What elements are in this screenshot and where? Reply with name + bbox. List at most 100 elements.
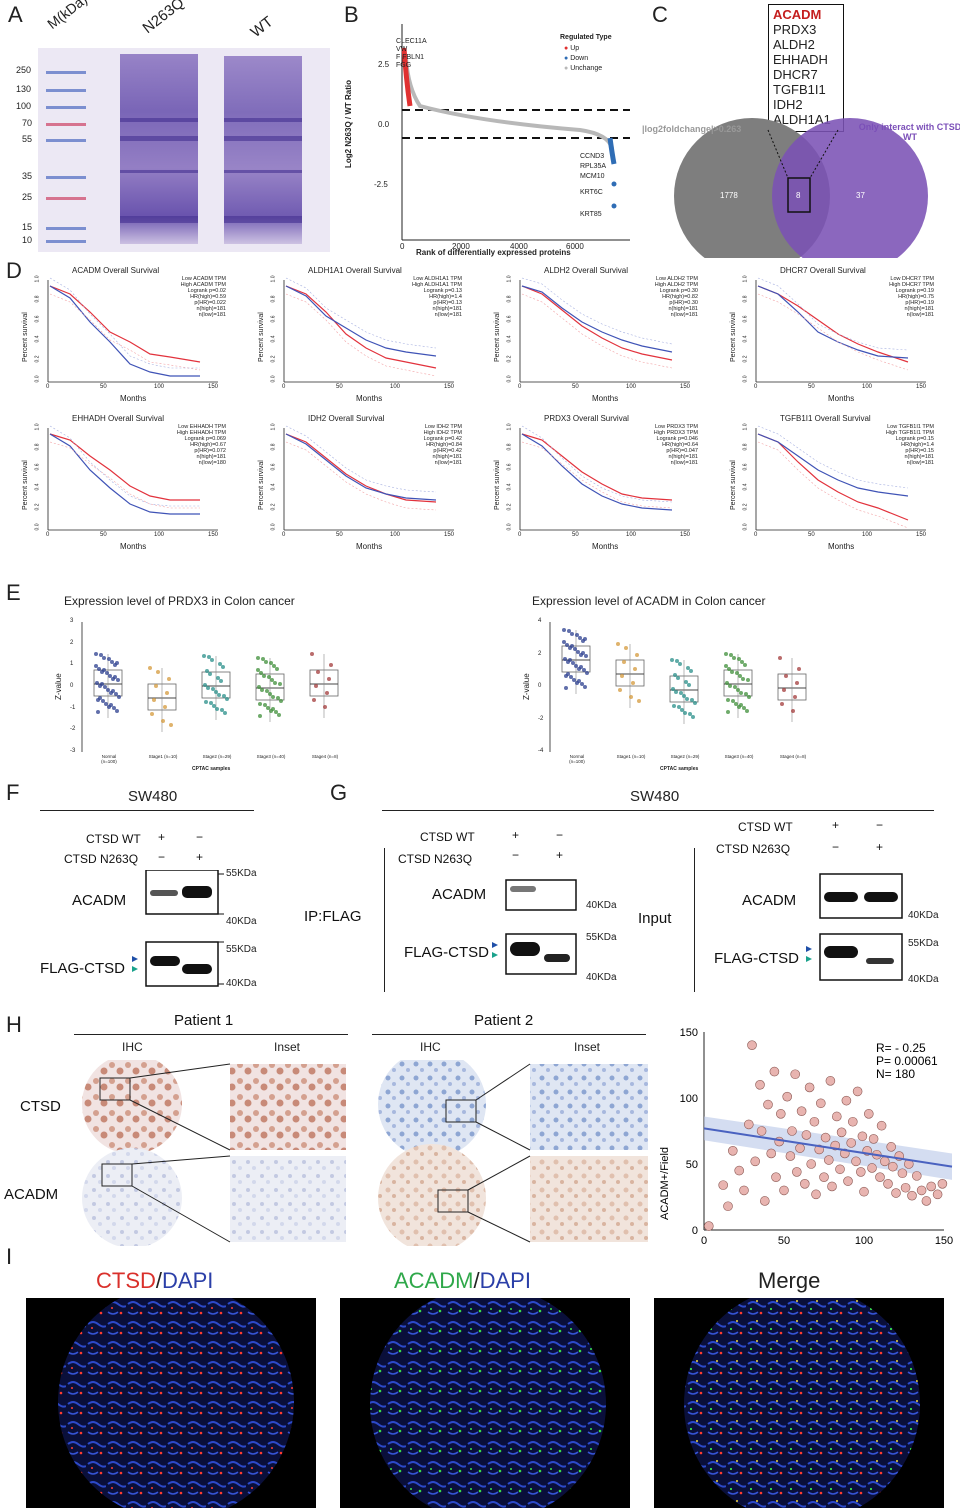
sign: + [158,830,166,844]
label-ip: IP:FLAG [304,908,362,925]
scatter-point [868,1134,879,1144]
xtick: 100 [862,532,873,538]
legend-line: High PRDX3 TPM [653,430,698,436]
ytick: 0.4 [270,335,277,343]
legend-line: High IDH2 TPM [423,430,462,436]
survival-plot: EHHADH Overall Survival Low EHHADH TPM Hig… [22,414,232,554]
xtick-4000: 4000 [510,242,528,251]
if-images [26,1298,944,1508]
survival-plot: PRDX3 Overall Survival Low PRDX3 TPM High … [494,414,704,554]
scatter-point [809,1116,820,1127]
survival-ylabel: Percent survival [22,312,29,362]
down-gene: MCM10 [580,173,605,180]
ytick: 0.0 [506,523,513,531]
scatter-point [734,1165,744,1176]
down-gene: KRT6C [580,189,603,196]
legend-line: HR(high)=0.82 [662,294,698,300]
group-label: Stage2 (n=29) [670,754,700,759]
sign: − [556,828,564,842]
legend-line: p(HR)=0.047 [666,448,698,454]
if-title-acadm: ACADM/DAPI [394,1268,531,1294]
col-ihc: IHC [420,1040,441,1054]
scatter-ylabel: ACADM+/Field [659,1147,671,1220]
scatter-point [728,1146,738,1156]
scatter-point [825,1076,836,1086]
ytick: 2 [70,639,74,646]
panel-label-e: E [6,580,21,605]
scatter-point [907,1190,917,1201]
marker-15: 15 [22,222,33,232]
ytick: 0.2 [270,503,277,511]
scatter-point [875,1172,885,1182]
scatter-point [723,1201,733,1212]
legend-line: High ACADM TPM [180,282,226,288]
up-gene-labels: CLEC11A VW F FBLN1 FGG [396,38,427,70]
down-gene: CCND3 [580,153,605,160]
venn-left-label: |log2foldchange|>0.263 [642,124,742,134]
marker-35: 35 [22,171,33,181]
ytick: 4 [538,618,542,624]
scatter-plot: 0 50 100 150 150 100 50 0 R= - 0.25P= 0.00061N= … [659,1027,953,1259]
xtick: 50 [100,532,107,538]
survival-ylabel: Percent survival [258,312,265,362]
scatter-point [792,1167,802,1177]
down-gene-labels: CCND3 RPL35A MCM10 KRT6C KRT85 [580,152,606,220]
scatter-point [804,1082,815,1093]
scatter-point [852,1086,863,1097]
xtick: 100 [154,532,165,538]
legend-line: p(HR)=0.022 [194,300,226,306]
gene-item-highlight: ACADM [773,7,822,22]
boxplot-xlabel: CPTAC samples [192,766,231,772]
xtick: 100 [154,384,165,390]
up-gene: VW [396,46,408,53]
label-input: Input [638,910,672,927]
survival-legend: Low ALDH2 TPM High ALDH2 TPM Logrank p=0.3… [606,276,698,318]
survival-axes [47,425,218,531]
xtick: 150 [916,532,927,538]
scatter-point [771,1172,781,1182]
scatter-point [763,1099,773,1110]
venn-overlap-count: 8 [796,191,801,200]
western-g: SW480 IP:FLAG Input CTSD WT CTSD N263Q +… [300,782,960,1002]
size-40: 40KDa [908,974,939,985]
scatter-point [911,1171,922,1181]
survival-xlabel: Months [120,394,147,403]
gene-item: DHCR7 [773,67,818,82]
ytick: 1 [70,661,74,668]
survival-plot: ALDH2 Overall Survival Low ALDH2 TPM High … [494,266,704,406]
scatter-point [891,1188,901,1198]
ytick: 0.6 [270,315,277,323]
marker-10: 10 [22,235,33,245]
scatter-point [782,1091,792,1102]
xtick: 0 [701,1235,707,1247]
ytick: 0.2 [270,355,277,363]
boxplot-title: Expression level of ACADM in Colon cance… [532,594,766,608]
legend-line: p(HR)=0.42 [433,448,462,454]
group-label: Stage1 (n=10) [148,754,178,759]
survival-ylabel: Percent survival [730,460,737,510]
sign: + [556,848,564,862]
ytick: 0.8 [34,295,41,303]
ytick: 0.8 [506,443,513,451]
scatter-point [900,1182,911,1193]
scatter-point [836,1127,847,1138]
xtick-6000: 6000 [566,242,584,251]
legend-line: HR(high)=0.64 [662,442,698,448]
ytick: 0 [692,1225,698,1237]
scatter-point [846,1138,856,1148]
legend-line: Low DHCR7 TPM [890,276,934,282]
row-ctsd-wt: CTSD WT [86,832,141,846]
scatter-point [747,1040,757,1051]
legend-line: Logrank p=0.069 [184,436,226,442]
stat-text: R= - 0.25 [876,1041,926,1055]
legend-down: ● Down [564,55,589,62]
legend-line: Low EHHADH TPM [178,424,226,430]
legend-line: HR(high)=0.75 [898,294,934,300]
scatter-point [932,1189,943,1200]
slash: / [155,1268,163,1293]
ytick: 0.6 [506,315,513,323]
scatter-point [795,1143,805,1153]
ytick-2-5: 2.5 [378,60,390,69]
survival-title: DHCR7 Overall Survival [780,266,866,275]
if-ctsd-text: CTSD [96,1268,156,1293]
